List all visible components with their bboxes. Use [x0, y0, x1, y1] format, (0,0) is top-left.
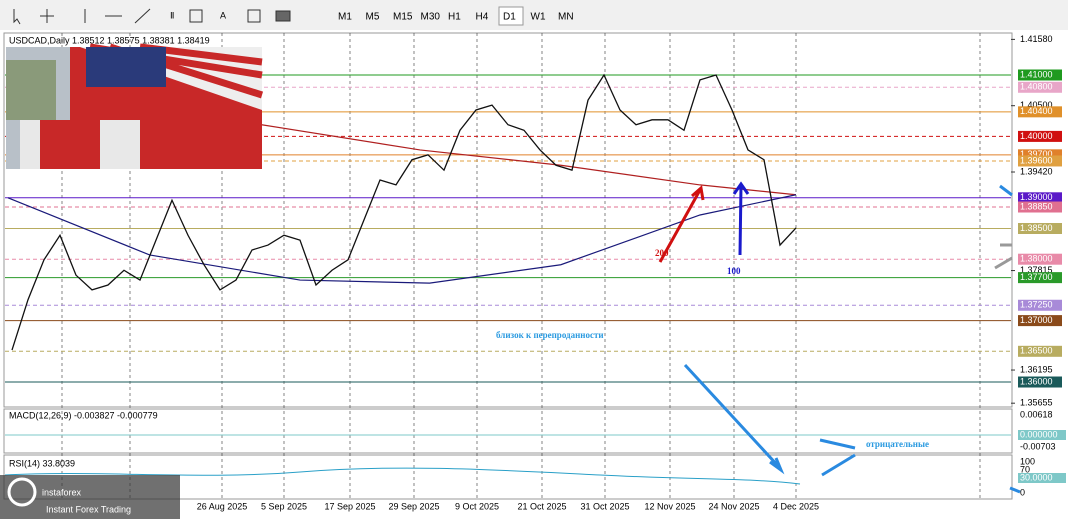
toolbar: [0, 0, 1068, 30]
level-box: [1018, 106, 1062, 118]
timeframe-button[interactable]: M30: [421, 12, 441, 23]
level-label: 1.36000: [1020, 376, 1053, 386]
level-box: [1018, 130, 1062, 142]
rsi-tick: 100: [1020, 456, 1035, 466]
ma200-line: [261, 124, 797, 196]
annotation: 200: [655, 248, 669, 258]
rsi-tick: 30.0000: [1020, 472, 1053, 482]
rsi-tick: 70: [1020, 464, 1030, 474]
level-box: [1018, 376, 1062, 388]
level-label: 1.40800: [1020, 82, 1053, 92]
rsi-label: RSI(14) 33.8039: [9, 458, 75, 468]
timeframe-button[interactable]: M15: [393, 12, 413, 23]
macd-tick: 0.000000: [1020, 429, 1058, 439]
level-box: [1018, 69, 1062, 81]
chart-header: USDCAD,Daily 1.38512 1.38575 1.38381 1.3…: [9, 35, 210, 45]
level-label: 1.40000: [1020, 131, 1053, 141]
clip: отрицательные: [866, 439, 929, 449]
x-tick-label: 26 Aug 2025: [197, 501, 248, 511]
level-box: [1018, 155, 1062, 167]
timeframe-button[interactable]: D1: [503, 12, 516, 23]
x-tick-label: 4 Dec 2025: [773, 501, 819, 511]
annotation: отрицательные: [866, 439, 929, 449]
tool-label[interactable]: Ⅱ: [170, 10, 174, 20]
level-box: [1018, 223, 1062, 235]
y-tick-label: 1.39420: [1020, 166, 1053, 176]
level-box: [1018, 253, 1062, 265]
x-tick-label: 31 Oct 2025: [580, 501, 629, 511]
macd-label: MACD(12,26,9) -0.003827 -0.000779: [9, 410, 158, 420]
annotation-arrows: [658, 181, 1021, 494]
level-box: [1018, 149, 1062, 161]
y-tick-label: 1.40500: [1020, 100, 1053, 110]
level-label: 1.40400: [1020, 106, 1053, 116]
timeframe-button[interactable]: H4: [476, 12, 489, 23]
timeframe-button[interactable]: M1: [338, 12, 352, 23]
y-tick-label: 1.35655: [1020, 398, 1053, 408]
x-tick-label: 24 Nov 2025: [708, 501, 759, 511]
rsi-30-box: [1018, 473, 1066, 483]
x-tick-label: 9 Oct 2025: [455, 501, 499, 511]
timeframe-button[interactable]: W1: [531, 12, 546, 23]
x-tick-label: 12 Nov 2025: [644, 501, 695, 511]
level-box: [1018, 192, 1062, 204]
tool-icons: [13, 8, 291, 25]
macd-pane: [3, 408, 1013, 454]
y-tick-label: 1.36195: [1020, 364, 1053, 374]
logo-tagline: Instant Forex Trading: [46, 504, 131, 514]
price-pane: [3, 32, 1013, 408]
price-line: [11, 73, 797, 351]
timeframe-button[interactable]: H1: [448, 12, 461, 23]
rsi-tick: 0: [1020, 487, 1025, 497]
macd-tick: -0.00703: [1020, 441, 1056, 451]
level-label: 1.37700: [1020, 272, 1053, 282]
x-tick-label: 21 Oct 2025: [517, 501, 566, 511]
level-box: [1018, 345, 1062, 357]
x-tick-label: 29 Sep 2025: [388, 501, 439, 511]
level-label: 1.38000: [1020, 254, 1053, 264]
level-label: 1.38850: [1020, 201, 1053, 211]
tool-label[interactable]: A: [220, 10, 226, 20]
annotation: близок к перепроданности: [496, 330, 604, 340]
logo-name: instaforex: [42, 487, 82, 497]
level-label: 1.36500: [1020, 346, 1053, 356]
level-box: [1018, 272, 1062, 284]
level-box: [1018, 201, 1062, 213]
logo: instaforex Instant Forex Trading: [0, 475, 180, 519]
level-label: 1.38500: [1020, 223, 1053, 233]
ma100-line: [7, 194, 797, 284]
level-label: 1.39600: [1020, 155, 1053, 165]
timeframe-button[interactable]: M5: [366, 12, 380, 23]
y-tick-label: 1.37815: [1020, 265, 1053, 275]
level-box: [1018, 315, 1062, 327]
level-label: 1.41000: [1020, 69, 1053, 79]
y-tick-label: 1.41580: [1020, 34, 1053, 44]
level-box: [1018, 81, 1062, 93]
x-tick-label: 17 Sep 2025: [324, 501, 375, 511]
macd-tick: 0.00618: [1020, 409, 1053, 419]
level-box: [1018, 299, 1062, 311]
annotation: 100: [727, 266, 741, 276]
level-label: 1.37000: [1020, 315, 1053, 325]
timeframe-active: [498, 6, 524, 26]
level-label: 1.39000: [1020, 192, 1053, 202]
flag-photo: [6, 43, 264, 169]
timeframe-button[interactable]: MN: [558, 12, 574, 23]
level-label: 1.37250: [1020, 300, 1053, 310]
macd-zero-box: [1018, 430, 1066, 440]
level-label: 1.39700: [1020, 149, 1053, 159]
x-tick-label: 5 Sep 2025: [261, 501, 307, 511]
rsi-line: [4, 467, 801, 485]
